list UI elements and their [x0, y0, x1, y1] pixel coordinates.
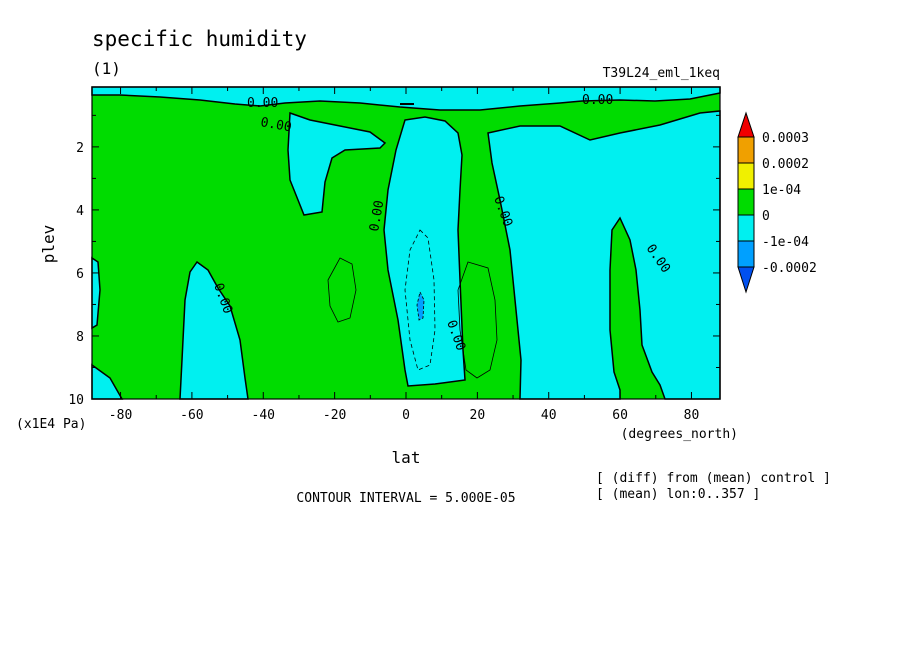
y-tick-label: 2 — [76, 141, 84, 156]
colorbar-top-arrow — [737, 111, 755, 138]
y-axis-units: (x1E4 Pa) — [16, 417, 86, 432]
x-tick-label: -20 — [323, 408, 346, 423]
x-tick-label: 0 — [402, 408, 410, 423]
colorbar-segment — [737, 136, 755, 164]
thin-contour-positive-south — [327, 257, 357, 323]
colorbar: 0.0003 0.0002 1e-04 0 -1e-04 -0.0002 — [737, 111, 817, 294]
chart-title: specific humidity — [92, 27, 307, 51]
colorbar-label: -1e-04 — [762, 235, 809, 250]
note-mean: [ (mean) lon:0..357 ] — [596, 487, 760, 502]
thin-contour-positive-north — [457, 261, 498, 379]
colorbar-segment — [737, 214, 755, 242]
x-tick-label: -40 — [252, 408, 275, 423]
negative-region-southern-midlat — [287, 111, 387, 216]
x-axis-label: lat — [392, 448, 421, 467]
x-tick-label: 20 — [470, 408, 486, 423]
chart-subtitle: (1) — [92, 59, 121, 78]
negative-region-tropics — [383, 116, 466, 387]
y-tick-label: 8 — [76, 330, 84, 345]
x-tick-label: 60 — [612, 408, 628, 423]
dashed-contour-negative — [404, 229, 436, 371]
experiment-name: T39L24_eml_1keq — [603, 66, 720, 81]
dashed-contour-negative-core — [416, 290, 425, 321]
x-tick-label: 80 — [684, 408, 700, 423]
colorbar-label: 0.0002 — [762, 157, 809, 172]
y-axis-label: plev — [39, 225, 58, 264]
contour-label: 0.00 — [259, 115, 292, 135]
x-tick-label: -80 — [109, 408, 132, 423]
colorbar-label: 0 — [762, 209, 770, 224]
negative-region-top-band — [91, 86, 721, 111]
colorbar-bottom-arrow — [737, 266, 755, 294]
contour-interval: CONTOUR INTERVAL = 5.000E-05 — [296, 491, 515, 506]
colorbar-label: -0.0002 — [762, 261, 817, 276]
contour-label: 0.00 — [582, 93, 613, 108]
axis-ticks: -80 -60 -40 -20 0 20 40 60 80 2 4 6 8 10 — [68, 87, 720, 423]
colorbar-segment — [737, 162, 755, 190]
negative-region-northern — [487, 110, 721, 400]
colorbar-segment — [737, 240, 755, 268]
x-axis-units: (degrees_north) — [621, 427, 738, 442]
x-tick-label: 40 — [541, 408, 557, 423]
y-tick-label: 10 — [68, 393, 84, 408]
colorbar-label: 1e-04 — [762, 183, 801, 198]
negative-region-southern-low — [179, 260, 249, 400]
colorbar-label: 0.0003 — [762, 131, 809, 146]
note-diff: [ (diff) from (mean) control ] — [596, 471, 831, 486]
plot-area: 0.00 0.00 0.00 0.00 0.00 0.00 0.00 0.00 — [91, 86, 721, 400]
contour-label: 0.00 — [247, 96, 278, 111]
x-tick-label: -60 — [180, 408, 203, 423]
y-tick-label: 6 — [76, 267, 84, 282]
colorbar-segment — [737, 188, 755, 216]
y-tick-label: 4 — [76, 204, 84, 219]
contour-label: 0.00 — [367, 199, 387, 232]
